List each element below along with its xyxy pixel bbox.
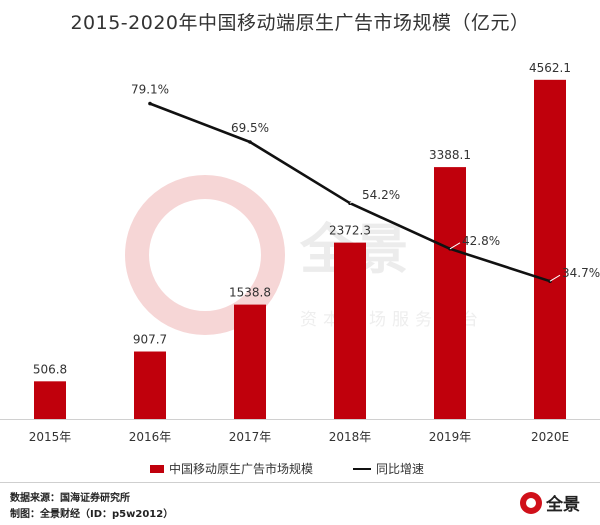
- bar: [34, 381, 66, 419]
- growth-value-label: 54.2%: [362, 188, 400, 202]
- bar-value-label: 1538.8: [229, 286, 271, 300]
- logo-name: 全景: [546, 495, 580, 515]
- legend-line-label: 同比增速: [376, 462, 425, 476]
- footer-divider: [0, 482, 600, 483]
- footer-logo: 全景: [520, 490, 580, 515]
- bar-value-label: 2372.3: [329, 224, 371, 238]
- x-tick-label: 2016年: [129, 430, 172, 444]
- growth-leader-line: [349, 196, 361, 204]
- bar-value-label: 4562.1: [529, 61, 571, 75]
- x-tick-label: 2018年: [329, 430, 372, 444]
- x-tick-label: 2019年: [429, 430, 472, 444]
- bar-value-label: 506.8: [33, 362, 67, 376]
- x-tick-label: 2015年: [29, 430, 72, 444]
- legend-bar-label: 中国移动原生广告市场规模: [169, 462, 314, 476]
- logo-mark-icon: [520, 491, 542, 514]
- x-tick-label: 2017年: [229, 430, 272, 444]
- bar-value-label: 907.7: [133, 333, 167, 347]
- growth-leader-line: [449, 242, 461, 250]
- growth-value-label: 69.5%: [231, 121, 269, 135]
- growth-value-label: 42.8%: [462, 234, 500, 248]
- data-source: 数据来源：国海证券研究所: [10, 493, 130, 504]
- bar: [334, 242, 366, 419]
- bar: [534, 79, 566, 419]
- growth-point: [248, 140, 252, 144]
- x-tick-label: 2020E: [531, 430, 569, 444]
- chart-credit: 制图：全景财经（ID：p5w2012）: [10, 509, 174, 520]
- bar: [134, 351, 166, 419]
- growth-leader-line: [549, 274, 561, 282]
- watermark-ring-icon: [125, 175, 285, 335]
- legend-line-swatch: [353, 467, 372, 470]
- bar: [234, 304, 266, 419]
- legend: 中国移动原生广告市场规模 同比增速: [150, 460, 424, 477]
- growth-point: [148, 101, 152, 106]
- growth-value-label: 34.7%: [562, 266, 600, 280]
- growth-value-label: 79.1%: [131, 83, 169, 97]
- legend-bar-swatch: [150, 464, 164, 473]
- chart-title: 2015-2020年中国移动端原生广告市场规模（亿元）: [70, 12, 530, 34]
- bar: [434, 167, 466, 419]
- bar-value-label: 3388.1: [429, 148, 471, 162]
